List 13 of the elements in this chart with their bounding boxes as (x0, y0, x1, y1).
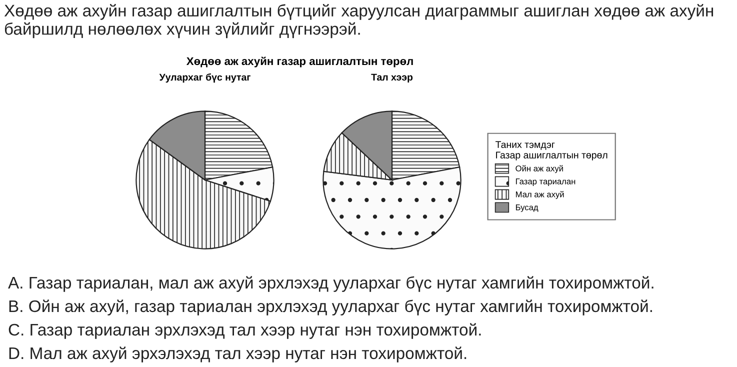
legend-label: Мал аж ахуй (516, 191, 564, 199)
legend-label: Газар тариалан (516, 178, 576, 186)
text: C. Газар тариалан эрхлэхэд тал хээр нутаг нэн тохиромжтой. (8, 323, 481, 339)
text: Хөдөө аж ахуйн газар ашиглалтын бүтцийг харуулсан диаграммыг ашиглан хөдөө аж ахуйн байршилд нөлөөлөх хүчин зүйлийг дүгнээрэй. (4, 4, 714, 38)
text: D. Мал аж ахуй эрхэлэхэд тал хээр нутаг нэн тохиромжтой. (9, 346, 466, 362)
legend-label: Ойн аж ахуй (516, 165, 563, 174)
legend-title: Таних тэмдэг Газар ашиглалтын төрөл (496, 141, 608, 160)
text: B. Ойн аж ахуй, газар тариалан эрхлэхэд уулархаг бүс нутаг хамгийн тохиромжтой. (9, 300, 652, 316)
legend-label: Бусад (516, 204, 538, 212)
chart-title: Тал хээр (371, 74, 413, 83)
text: A. Газар тариалан, мал аж ахуй эрхлэхэд уулархаг бүс нутаг хамгийн тохиромжтой. (8, 276, 654, 292)
chart-title: Уулархаг бүс нутаг (159, 73, 250, 83)
text: Хөдөө аж ахуйн газар ашиглалтын төрөл (186, 56, 413, 68)
